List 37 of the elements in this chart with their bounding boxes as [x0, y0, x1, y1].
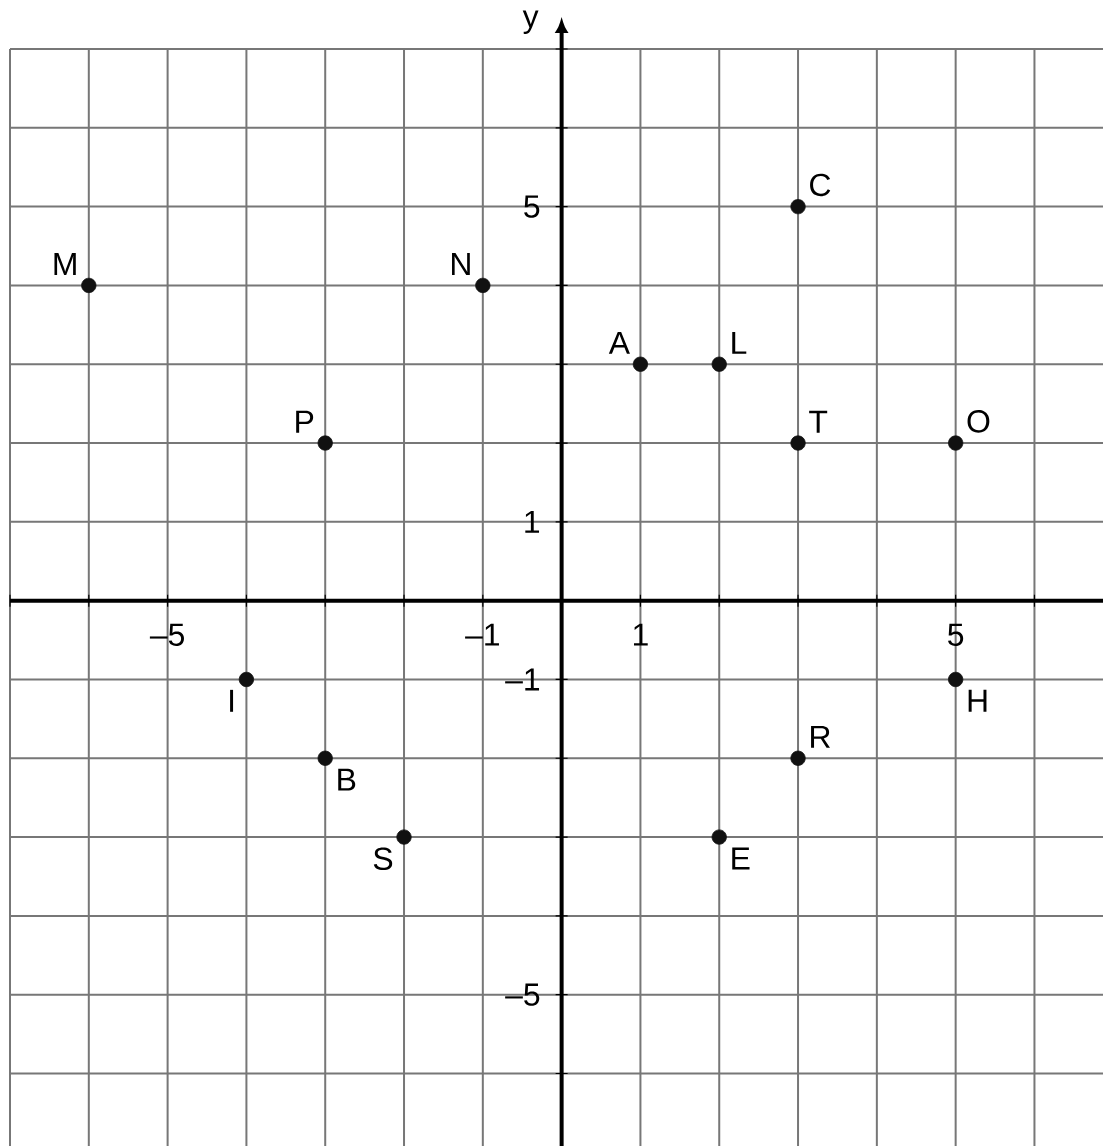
annotation: A — [608, 331, 630, 354]
point — [317, 750, 333, 766]
x-tick-label: 1 — [634, 623, 648, 646]
point — [711, 356, 727, 372]
annotation: N — [452, 253, 470, 276]
y-tick-label: 1 — [525, 510, 540, 533]
y-tick-label: 5 — [524, 195, 540, 218]
annotation: S — [373, 847, 393, 871]
y-axis-title: y — [522, 10, 539, 34]
point — [790, 435, 806, 451]
point — [790, 199, 806, 215]
point — [317, 435, 333, 451]
point — [238, 671, 255, 688]
annotation: R — [811, 725, 830, 748]
annotation: H — [968, 689, 987, 712]
point — [948, 671, 964, 688]
point — [632, 356, 649, 372]
point — [711, 829, 727, 845]
point — [81, 277, 97, 294]
point — [948, 435, 964, 451]
annotation: L — [732, 331, 747, 354]
x-tick-label: –1 — [465, 623, 499, 646]
annotation: P — [296, 410, 314, 433]
point — [475, 277, 491, 294]
annotation: I — [230, 689, 234, 712]
annotation: O — [967, 410, 990, 433]
point — [396, 829, 412, 845]
point — [790, 750, 806, 766]
x-tick-label: 5 — [948, 623, 964, 646]
y-tick-label: –5 — [505, 983, 540, 1006]
annotation: C — [810, 173, 831, 197]
annotation: T — [809, 410, 828, 433]
annotation: M — [54, 253, 76, 276]
annotation: B — [338, 768, 356, 791]
y-tick-label: –1 — [505, 668, 540, 691]
annotation: E — [732, 847, 750, 870]
x-tick-label: –5 — [149, 623, 184, 646]
